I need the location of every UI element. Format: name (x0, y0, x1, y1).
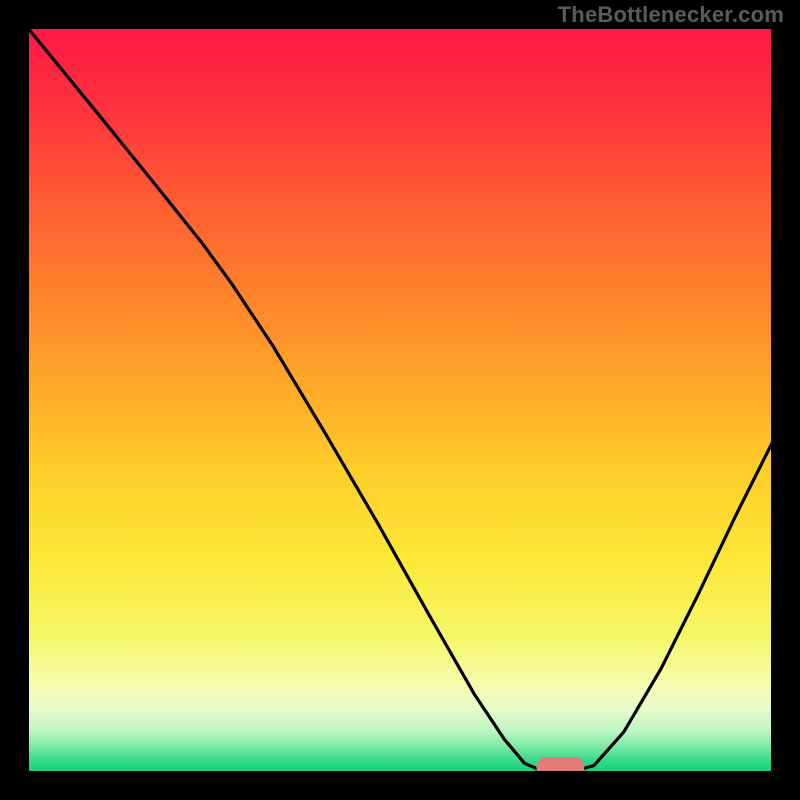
watermark-text: TheBottlenecker.com (558, 2, 784, 28)
chart-svg (27, 27, 773, 773)
gradient-background (27, 27, 773, 773)
chart-frame: { "watermark": { "text": "TheBottlenecke… (0, 0, 800, 800)
bottleneck-chart (27, 27, 773, 773)
optimum-marker (536, 757, 584, 773)
